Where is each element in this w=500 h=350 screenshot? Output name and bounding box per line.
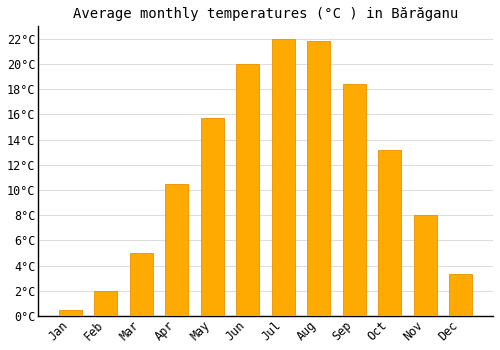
Bar bbox=[414, 215, 437, 316]
Title: Average monthly temperatures (°C ) in Bărăganu: Average monthly temperatures (°C ) in Bă… bbox=[73, 7, 458, 21]
Bar bbox=[272, 39, 295, 316]
Bar bbox=[343, 84, 366, 316]
Bar bbox=[59, 310, 82, 316]
Bar bbox=[94, 291, 118, 316]
Bar bbox=[130, 253, 153, 316]
Bar bbox=[378, 150, 402, 316]
Bar bbox=[201, 118, 224, 316]
Bar bbox=[308, 41, 330, 316]
Bar bbox=[166, 184, 188, 316]
Bar bbox=[450, 274, 472, 316]
Bar bbox=[236, 64, 260, 316]
